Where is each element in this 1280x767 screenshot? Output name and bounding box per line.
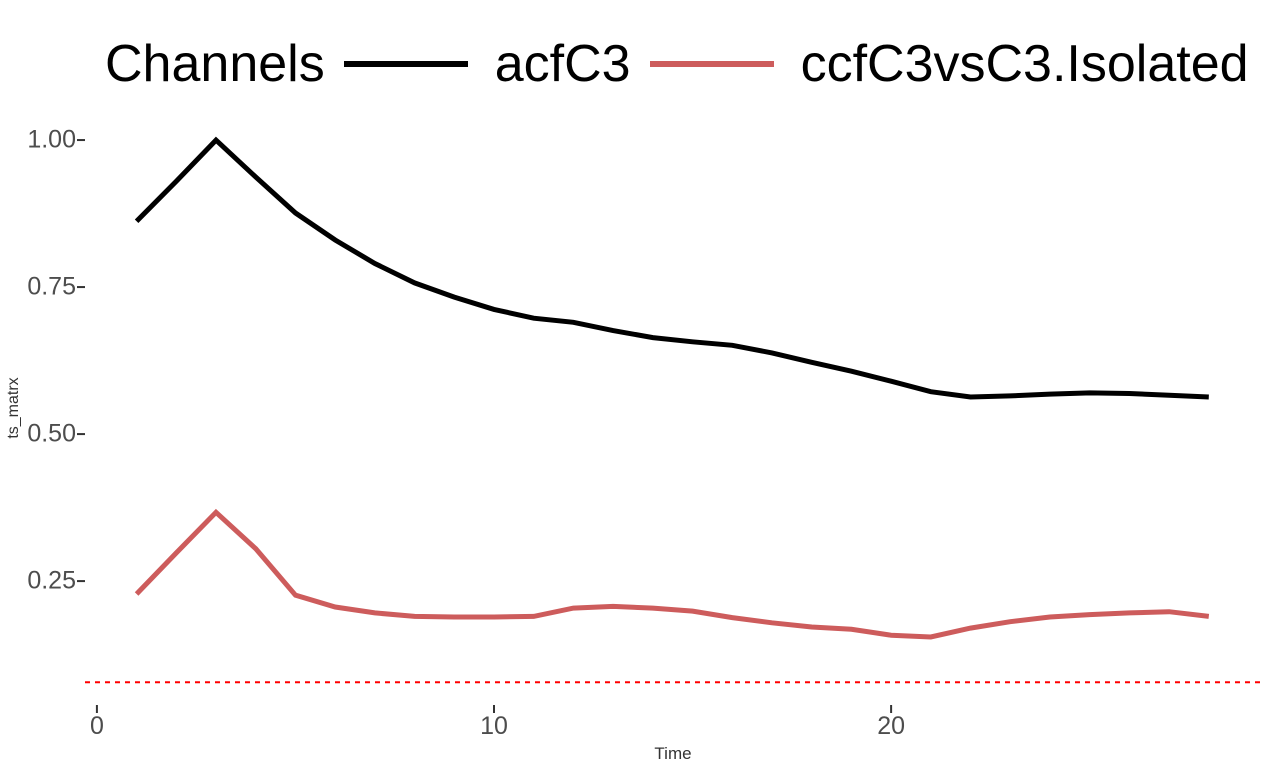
y-tick-label: 1.00 bbox=[27, 125, 76, 154]
legend-title: Channels bbox=[105, 35, 325, 93]
x-tick-label: 10 bbox=[480, 712, 508, 740]
y-tick-label: 0.25 bbox=[27, 566, 76, 595]
legend: Channels acfC3 ccfC3vsC3.Isolated bbox=[105, 34, 1249, 94]
legend-label-acfC3: acfC3 bbox=[494, 35, 631, 93]
x-tick-label: 20 bbox=[877, 712, 906, 740]
y-tick-label: 0.50 bbox=[27, 419, 76, 448]
legend-key-line-acfC3 bbox=[343, 61, 468, 67]
y-axis-title: ts_matrx bbox=[5, 377, 22, 439]
legend-label-ccfC3vsC3-isolated: ccfC3vsC3.Isolated bbox=[800, 35, 1249, 93]
series-line-ccfC3vsC3.Isolated bbox=[134, 508, 1210, 640]
x-tick-label: 0 bbox=[89, 712, 104, 740]
legend-item-ccfC3vsC3-isolated: ccfC3vsC3.Isolated bbox=[649, 35, 1249, 93]
series-line-acfC3 bbox=[134, 136, 1209, 400]
legend-item-acfC3: acfC3 bbox=[343, 35, 631, 93]
y-tick-label: 0.75 bbox=[27, 272, 76, 301]
x-axis-title: Time bbox=[654, 744, 692, 763]
legend-key-line-ccfC3vsC3-isolated bbox=[649, 61, 774, 67]
